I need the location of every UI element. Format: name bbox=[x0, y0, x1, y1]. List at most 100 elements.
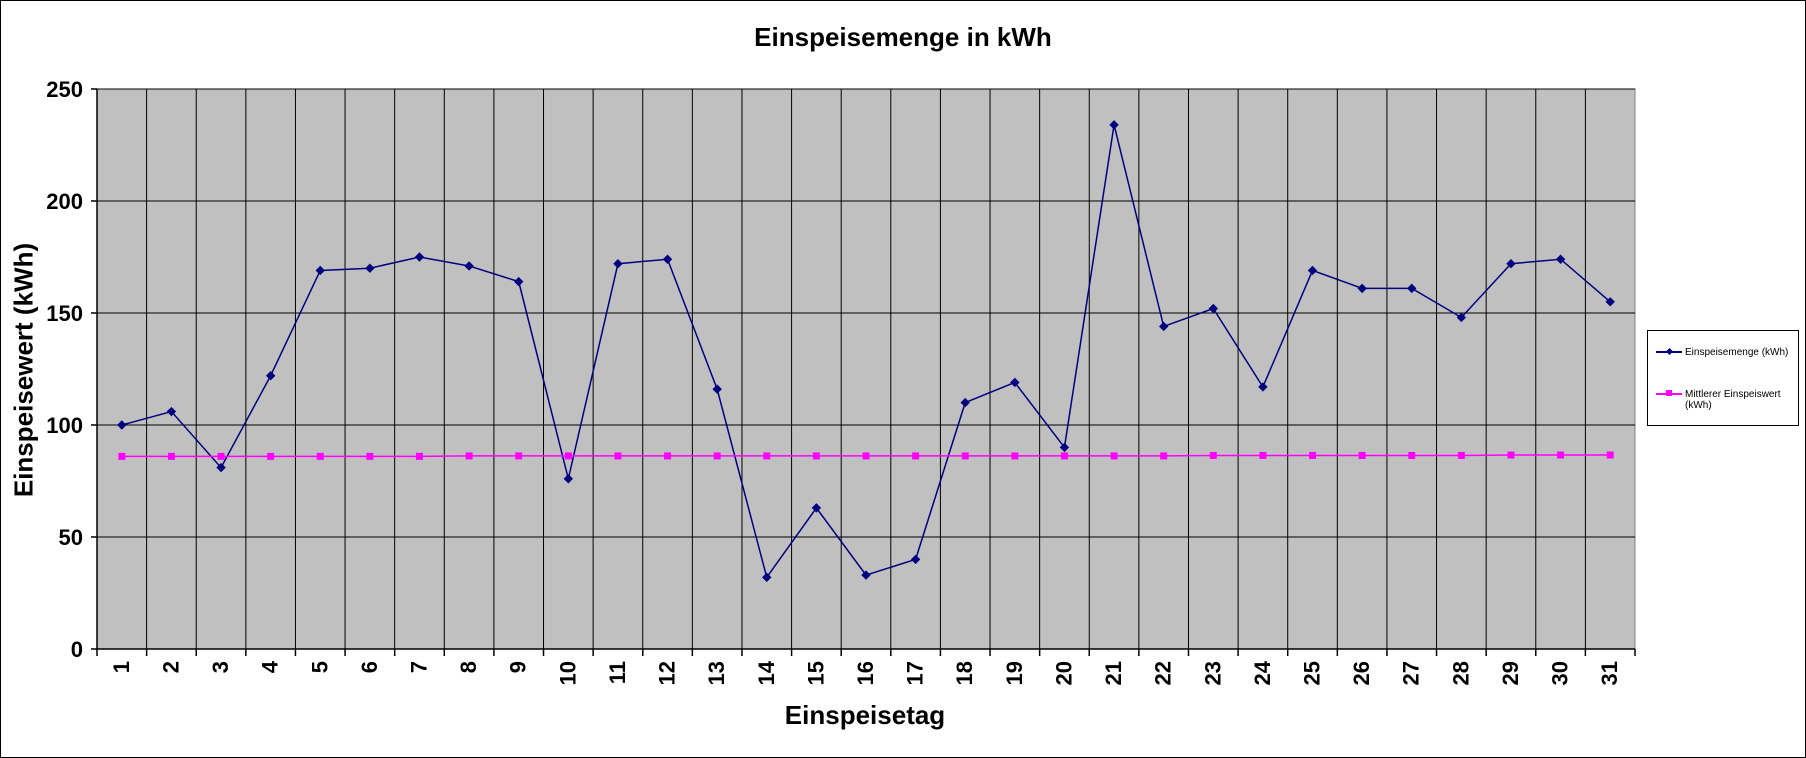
data-point-square bbox=[267, 452, 275, 460]
y-tick-label: 100 bbox=[46, 413, 83, 438]
data-point-square bbox=[862, 452, 870, 460]
data-point-square bbox=[664, 452, 672, 460]
x-tick-label: 19 bbox=[1002, 661, 1027, 685]
data-point-diamond bbox=[762, 572, 772, 583]
chart-title: Einspeisemenge in kWh bbox=[754, 22, 1052, 52]
legend-square-marker bbox=[1666, 390, 1672, 396]
data-point-square bbox=[217, 452, 225, 460]
data-point-diamond bbox=[1208, 303, 1218, 314]
data-point-diamond bbox=[1456, 312, 1467, 323]
data-point-square bbox=[1457, 451, 1465, 459]
data-point-square bbox=[366, 452, 374, 460]
y-tick-label: 150 bbox=[46, 301, 83, 326]
x-tick-label: 23 bbox=[1200, 661, 1225, 685]
data-point-square bbox=[1060, 452, 1068, 460]
legend: Einspeisemenge (kWh) Mittlerer Einspeisw… bbox=[1647, 330, 1799, 426]
data-point-diamond bbox=[910, 554, 921, 565]
data-point-square bbox=[465, 452, 473, 460]
data-point-square bbox=[812, 452, 820, 460]
y-tick-label: 0 bbox=[71, 637, 83, 662]
y-tick-label: 50 bbox=[59, 525, 83, 550]
series bbox=[117, 120, 1615, 583]
x-tick-label: 17 bbox=[903, 661, 928, 685]
x-tick-label: 11 bbox=[605, 661, 630, 684]
data-point-diamond bbox=[1158, 321, 1169, 332]
data-point-square bbox=[1209, 451, 1217, 459]
data-point-square bbox=[564, 452, 572, 460]
x-tick-label: 28 bbox=[1448, 661, 1473, 685]
data-point-square bbox=[763, 452, 771, 460]
data-point-diamond bbox=[315, 265, 325, 276]
x-tick-label: 18 bbox=[952, 661, 977, 685]
data-point-diamond bbox=[1407, 283, 1417, 294]
x-tick-label: 30 bbox=[1548, 661, 1573, 685]
x-tick-label: 15 bbox=[803, 661, 828, 685]
x-tick-label: 31 bbox=[1597, 661, 1622, 685]
x-tick-label: 5 bbox=[307, 661, 332, 673]
data-point-diamond bbox=[265, 371, 276, 381]
data-point-diamond bbox=[1506, 259, 1516, 269]
data-point-square bbox=[1557, 451, 1565, 459]
plot-area bbox=[96, 88, 1636, 650]
data-point-square bbox=[118, 452, 126, 460]
grid-lines bbox=[97, 88, 1635, 649]
x-tick-label: 4 bbox=[258, 660, 283, 673]
x-tick-label: 8 bbox=[456, 661, 481, 673]
data-point-diamond bbox=[1605, 297, 1615, 307]
data-point-diamond bbox=[216, 462, 226, 473]
data-point-square bbox=[1606, 451, 1614, 459]
data-point-diamond bbox=[464, 261, 474, 271]
y-tick-label: 200 bbox=[46, 189, 83, 214]
data-point-square bbox=[614, 452, 622, 460]
x-tick-label: 13 bbox=[704, 661, 729, 685]
data-point-diamond bbox=[117, 420, 127, 430]
data-point-diamond bbox=[1059, 442, 1070, 453]
x-tick-label: 16 bbox=[853, 661, 878, 685]
data-point-diamond bbox=[662, 254, 673, 264]
data-point-square bbox=[415, 452, 423, 460]
data-point-diamond bbox=[1010, 377, 1020, 388]
data-point-diamond bbox=[613, 259, 623, 269]
data-point-diamond bbox=[1109, 120, 1119, 130]
data-point-diamond bbox=[960, 397, 970, 408]
x-tick-label: 12 bbox=[655, 661, 680, 685]
data-point-diamond bbox=[1357, 283, 1367, 294]
y-tick-label: 250 bbox=[46, 77, 83, 102]
data-point-diamond bbox=[712, 384, 722, 394]
data-point-diamond bbox=[365, 263, 375, 273]
data-point-square bbox=[316, 452, 324, 460]
data-point-square bbox=[1358, 451, 1366, 459]
x-tick-label: 9 bbox=[506, 661, 531, 673]
data-point-square bbox=[1110, 452, 1118, 460]
x-tick-label: 29 bbox=[1498, 661, 1523, 685]
x-tick-label: 20 bbox=[1051, 661, 1076, 685]
x-tick-label: 22 bbox=[1151, 661, 1176, 685]
data-point-diamond bbox=[166, 406, 177, 417]
x-tick-label: 6 bbox=[357, 661, 382, 673]
data-point-diamond bbox=[1258, 382, 1268, 392]
data-point-square bbox=[167, 452, 175, 460]
x-tick-label: 7 bbox=[406, 661, 431, 673]
axes bbox=[91, 88, 1636, 656]
legend-label-mittlerer: Mittlerer Einspeiswert (kWh) bbox=[1685, 389, 1781, 411]
data-point-diamond bbox=[414, 252, 425, 262]
data-point-diamond bbox=[563, 474, 574, 484]
x-tick-label: 10 bbox=[555, 661, 580, 685]
data-point-square bbox=[1408, 451, 1416, 459]
legend-label-einspeisemenge: Einspeisemenge (kWh) bbox=[1685, 347, 1789, 358]
x-tick-label: 21 bbox=[1101, 661, 1126, 685]
x-tick-label: 25 bbox=[1300, 661, 1325, 685]
data-point-square bbox=[961, 452, 969, 460]
x-tick-label: 3 bbox=[208, 661, 233, 673]
x-axis-title: Einspeisetag bbox=[784, 700, 946, 730]
legend-diamond-marker bbox=[1665, 347, 1674, 356]
data-point-square bbox=[713, 452, 721, 460]
x-tick-label: 1 bbox=[109, 661, 134, 673]
data-point-square bbox=[1309, 451, 1317, 459]
series-mittlerer-einspeiswert bbox=[118, 451, 1614, 460]
data-point-square bbox=[912, 452, 920, 460]
x-tick-label: 14 bbox=[754, 660, 779, 685]
x-tick-label: 24 bbox=[1250, 660, 1275, 685]
x-tick-label: 26 bbox=[1349, 661, 1374, 685]
